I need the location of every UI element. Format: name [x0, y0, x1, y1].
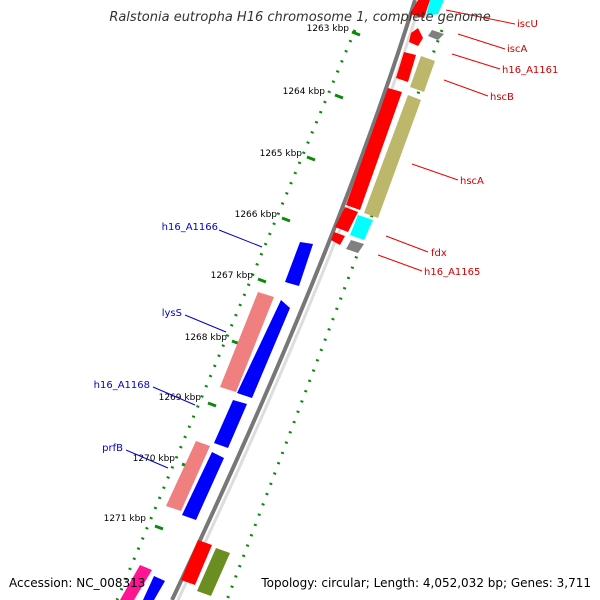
- genome-backbone: [170, 0, 423, 600]
- gene-label-hscB: hscB: [490, 92, 514, 103]
- forward-strand-features: [181, 0, 444, 596]
- gene-label-iscU: iscU: [517, 19, 538, 30]
- gene-label-h16-a1168: h16_A1168: [94, 380, 150, 391]
- tick-label-1265: 1265 kbp: [260, 149, 303, 159]
- tick-label-1270: 1270 kbp: [133, 454, 176, 464]
- tick-label-1266: 1266 kbp: [235, 210, 278, 220]
- gene-label-hscA: hscA: [460, 176, 484, 187]
- tick-marks: [154, 30, 361, 531]
- right-leader-lines: [377, 9, 516, 272]
- tick-label-1263: 1263 kbp: [307, 24, 350, 34]
- outer-dotted-track: [225, 29, 444, 600]
- gene-label-lysS: lysS: [162, 308, 182, 319]
- map-title: Ralstonia eutropha H16 chromosome 1, com…: [109, 10, 491, 25]
- topology-label: Topology: circular; Length: 4,052,032 bp…: [261, 576, 591, 590]
- gene-label-h16-a1161: h16_A1161: [502, 65, 558, 76]
- tick-label-1268: 1268 kbp: [185, 333, 228, 343]
- gene-label-prfB: prfB: [102, 443, 123, 454]
- accession-label: Accession: NC_008313: [9, 576, 146, 590]
- gene-label-fdx: fdx: [431, 248, 447, 259]
- inner-dotted-track: [115, 29, 357, 600]
- tick-label-1264: 1264 kbp: [283, 87, 326, 97]
- gene-label-h16-a1166: h16_A1166: [162, 222, 218, 233]
- tick-label-1267: 1267 kbp: [211, 271, 254, 281]
- tick-label-1269: 1269 kbp: [159, 393, 202, 403]
- gene-label-h16-a1165: h16_A1165: [424, 267, 480, 278]
- left-leader-lines: [125, 229, 263, 469]
- tick-label-1271: 1271 kbp: [104, 514, 147, 524]
- gene-label-iscA: iscA: [507, 44, 527, 55]
- reverse-strand-features: [120, 242, 313, 600]
